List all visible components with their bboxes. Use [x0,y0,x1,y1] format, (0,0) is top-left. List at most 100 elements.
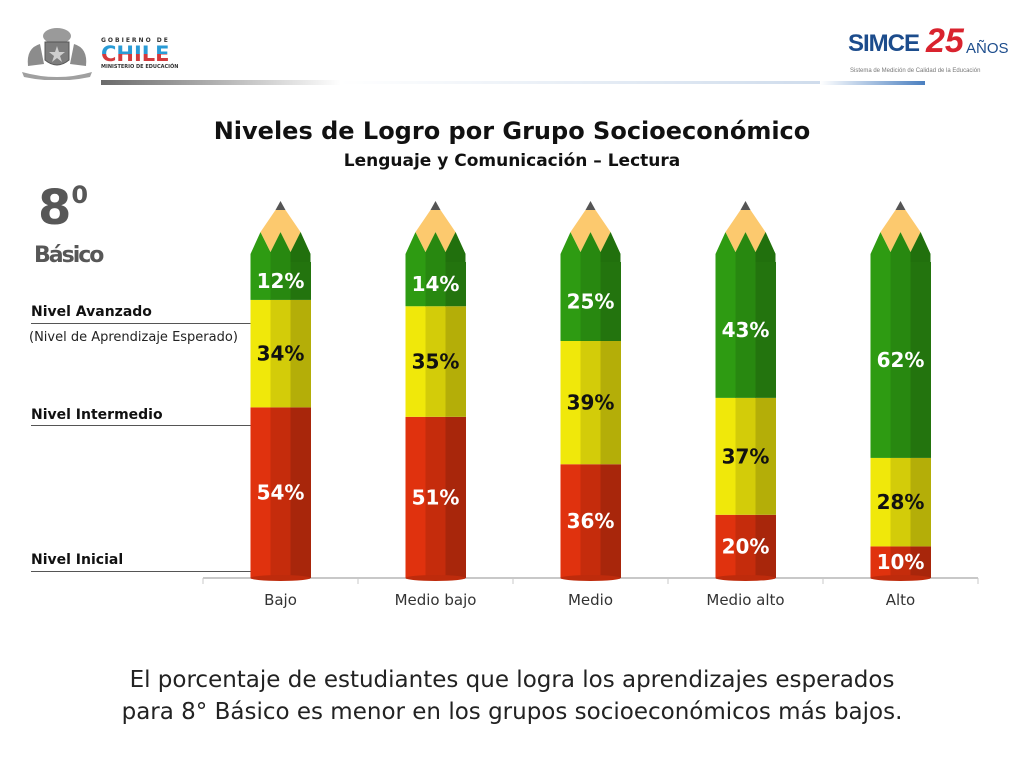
pencil-wood [415,210,456,252]
segment-facet [270,407,291,578]
segment-facet [580,341,601,465]
data-label: 14% [412,272,460,296]
bar-segment-nivel-intermedio [405,306,466,417]
pencil-tip [405,201,466,262]
segment-facet [445,416,466,578]
segment-facet [560,262,581,341]
bar-segment-nivel-avanzado [870,262,931,458]
segment-facet [715,262,736,398]
segment-facet [270,262,291,300]
pencil-lead [430,201,441,210]
header-divider-left [101,80,341,85]
segment-facet [600,262,621,341]
segment-facet [890,546,911,578]
pencil-collar-facet [600,232,621,262]
header-divider-right [820,81,925,85]
header-divider-middle [340,81,820,84]
bar-segment-nivel-inicial [405,416,466,578]
segment-facet [870,262,891,458]
chart-subtitle: Lenguaje y Comunicación – Lectura [343,151,681,171]
simce-logo-number: 25 [926,22,964,60]
segment-facet [560,341,581,465]
data-label: 37% [722,444,770,468]
segment-facet [425,416,446,578]
grade-superscript: 0 [71,181,89,209]
pencil-bar: 10% 28% 62% [870,201,931,581]
pencil-tip [250,201,311,262]
pencil-lead [585,201,596,210]
pencil-bar: 20% 37% 43% [715,201,776,581]
segment-facet [910,457,931,547]
segment-facet [580,464,601,578]
pencil-tip [715,201,776,262]
pencil-collar-facet [910,232,931,262]
bar-segment-nivel-avanzado [715,262,776,398]
gov-logo-line1: GOBIERNO DE [101,37,170,44]
data-label: 35% [412,350,460,374]
bar-segment-nivel-avanzado [250,262,311,300]
segment-facet [405,416,426,578]
pencil-collar-facet [890,232,911,262]
segment-facet [755,262,776,398]
segment-facet [600,464,621,578]
segment-facet [405,262,426,307]
data-label: 36% [567,509,615,533]
segment-facet [425,262,446,307]
level-intermediate-label: Nivel Intermedio [31,407,163,423]
data-label: 54% [257,481,305,505]
segment-facet [425,306,446,417]
segment-facet [250,262,271,300]
pencil-lead [275,201,286,210]
bar-segment-nivel-intermedio [870,457,931,547]
x-tick-label: Medio alto [706,591,784,609]
segment-facet [250,407,271,578]
pencil-base [405,575,466,581]
pencil-collar-facet [445,232,466,262]
data-label: 51% [412,485,460,509]
data-label: 43% [722,318,770,342]
segment-facet [290,407,311,578]
segment-facet [910,546,931,578]
segment-facet [870,546,891,578]
pencil-tip [560,201,621,262]
segment-facet [715,514,736,578]
segment-facet [445,306,466,417]
bar-segment-nivel-intermedio [715,397,776,515]
grade-label: Básico [34,243,104,268]
bar-segment-nivel-intermedio [250,299,311,408]
segment-facet [250,299,271,408]
pencil-base [250,575,311,581]
segment-facet [735,514,756,578]
government-logo: GOBIERNO DE CHILE MINISTERIO DE EDUCACIÓ… [101,37,178,70]
pencil-collar-facet [270,232,291,262]
pencil-base [715,575,776,581]
segment-facet [270,299,291,408]
level-advanced-label: Nivel Avanzado [31,304,152,320]
segment-facet [735,397,756,515]
gov-logo-chile: CHILE [101,44,178,65]
bar-segment-nivel-inicial [560,464,621,578]
data-label: 39% [567,391,615,415]
grade-number: 80 [38,180,88,236]
pencil-wood [260,210,301,252]
level-initial-label: Nivel Inicial [31,552,124,568]
gov-logo-ministry: MINISTERIO DE EDUCACIÓN [101,64,179,70]
pencil-collar-facet [290,232,311,262]
bar-segment-nivel-inicial [870,546,931,578]
coat-of-arms-icon [18,24,96,81]
grade-digit: 8 [38,180,72,236]
pencil-wood [570,210,611,252]
data-label: 25% [567,290,615,314]
pencil-bar: 51% 35% 14% [405,201,466,581]
segment-facet [580,262,601,341]
bar-segment-nivel-intermedio [560,341,621,465]
data-label: 10% [877,550,925,574]
segment-facet [600,341,621,465]
data-label: 28% [877,490,925,514]
level-advanced-line [31,323,253,324]
simce-logo: SIMCE 25 AÑOS Sistema de Medición de Cal… [848,22,1009,74]
segment-facet [755,514,776,578]
segment-facet [870,457,891,547]
bar-segment-nivel-inicial [715,514,776,578]
pencil-wood [725,210,766,252]
